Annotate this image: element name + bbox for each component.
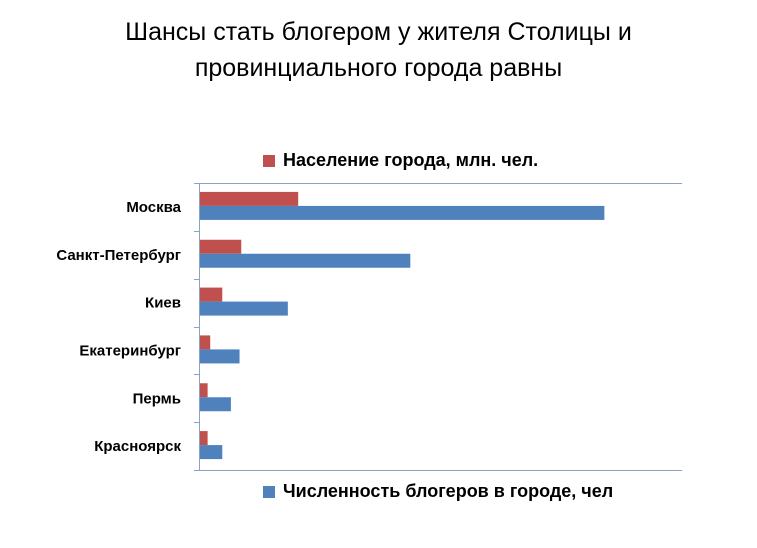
category-label: Екатеринбург xyxy=(79,342,181,359)
bar-bloggers-1 xyxy=(199,205,605,220)
bar-bloggers-2 xyxy=(199,253,411,268)
category-label: Красноярск xyxy=(94,438,181,455)
legend-label-bloggers: Численность блогеров в городе, чел xyxy=(283,481,614,501)
category-label: Санкт-Петербург xyxy=(56,247,181,264)
category-labels: Москва Санкт-Петербург Киев Екатеринбург Пер… xyxy=(56,199,181,455)
bar-bloggers-4 xyxy=(199,349,240,364)
legend-swatch-population xyxy=(263,154,275,167)
bars-layer xyxy=(199,191,605,460)
axes xyxy=(194,183,682,471)
category-label: Киев xyxy=(145,295,181,312)
bar-population-1 xyxy=(199,191,299,206)
bar-bloggers-5 xyxy=(199,397,231,412)
legend-item-bloggers: Численность блогеров в городе, чел xyxy=(263,481,613,502)
bar-bloggers-6 xyxy=(199,445,223,460)
chart-title-line-1: Шансы стать блогером у жителя Столицы и xyxy=(125,18,632,46)
bar-population-6 xyxy=(199,431,208,446)
category-label: Пермь xyxy=(133,390,181,407)
bar-population-3 xyxy=(199,287,223,302)
legend-swatch-bloggers xyxy=(263,485,275,498)
category-label: Москва xyxy=(126,199,181,216)
legend-label-population: Население города, млн. чел. xyxy=(283,150,539,170)
bar-bloggers-3 xyxy=(199,301,288,316)
bar-population-4 xyxy=(199,335,211,350)
bar-population-5 xyxy=(199,383,208,398)
chart-title: Шансы стать блогером у жителя Столицы и п… xyxy=(0,14,757,86)
chart-title-line-2: провинциального города равны xyxy=(194,54,563,82)
bar-population-2 xyxy=(199,239,242,254)
legend-item-population: Население города, млн. чел. xyxy=(263,150,538,171)
